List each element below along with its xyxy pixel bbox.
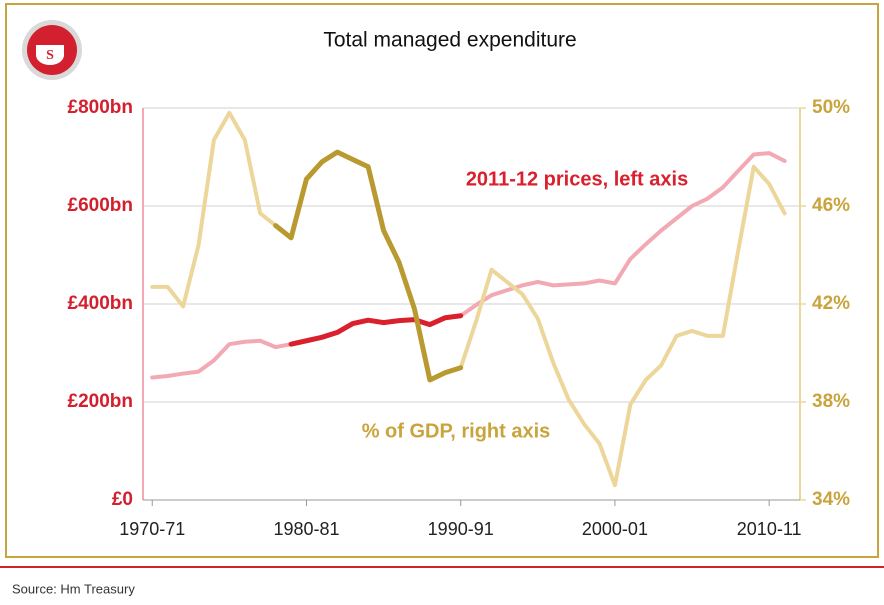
x-tick-label: 2010-11 [737,519,802,539]
x-tick-label: 1980-81 [273,519,339,539]
series-line [150,110,787,488]
series-label: 2011-12 prices, left axis [466,168,688,190]
series-label: % of GDP, right axis [362,420,551,442]
frame [5,3,879,558]
series-highlight [273,149,464,383]
svg-text:S: S [46,48,54,63]
x-tick-label: 2000-01 [582,519,648,539]
y2-tick-label: 42% [812,293,850,314]
source: Source: Hm Treasury [12,581,135,596]
y-tick-label: £800bn [68,97,133,118]
series-line [150,151,787,380]
y-tick-label: £0 [112,489,133,510]
y2-tick-label: 46% [812,195,850,216]
y2-tick-label: 38% [812,391,850,412]
y2-tick-label: 50% [812,97,850,118]
y-tick-label: £400bn [68,293,133,314]
logo: S [22,20,82,80]
x-tick-label: 1990-91 [428,519,494,539]
x-tick-label: 1970-71 [119,519,185,539]
series-highlight [288,313,464,347]
y-tick-label: £200bn [68,391,133,412]
y-tick-label: £600bn [68,195,133,216]
chart-title: Total managed expenditure [323,29,576,52]
y2-tick-label: 34% [812,489,850,510]
